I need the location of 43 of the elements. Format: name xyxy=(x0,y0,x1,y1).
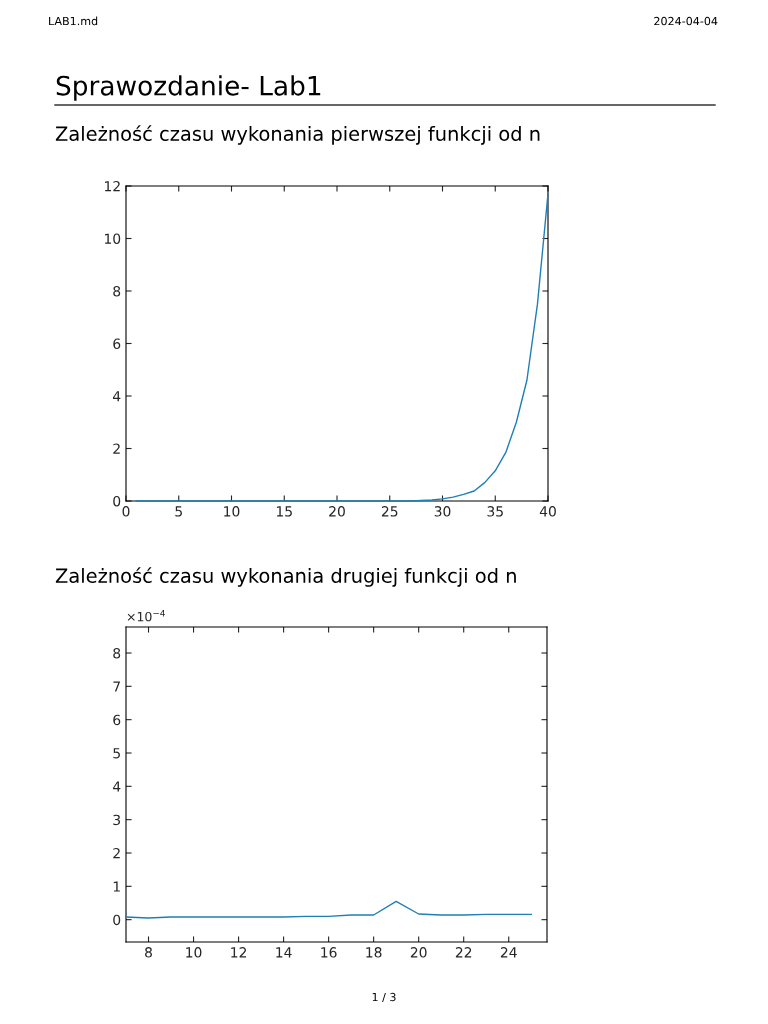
y-tick-label: 3 xyxy=(113,814,121,826)
x-tick-label: 35 xyxy=(487,506,503,517)
x-tick-label: 5 xyxy=(175,506,182,517)
text: ×10$^{−4}$ xyxy=(127,610,165,622)
x-tick-label: 10 xyxy=(224,506,240,517)
y-tick-label: 1 xyxy=(113,881,120,892)
x-tick-label: 20 xyxy=(410,947,427,958)
x-tick-label: 22 xyxy=(455,947,472,958)
x-tick-label: 8 xyxy=(145,947,152,958)
x-tick-label: 24 xyxy=(500,947,517,958)
x-tick-label: 12 xyxy=(231,947,247,958)
x-tick-label: 14 xyxy=(276,947,292,958)
y-tick-label: 6 xyxy=(113,338,121,349)
text: 2024-04-04 xyxy=(654,16,718,26)
x-tick-label: 10 xyxy=(186,947,202,958)
x-tick-label: 40 xyxy=(539,506,556,517)
chart-title: Zależność czasu wykonania pierwszej funkcji od n xyxy=(55,125,540,145)
x-tick-label: 15 xyxy=(276,506,292,517)
y-tick-label: 0 xyxy=(113,495,121,507)
y-tick-label: 5 xyxy=(113,748,120,759)
y-tick-label: 12 xyxy=(104,180,120,192)
text: LAB1.md xyxy=(49,16,98,26)
y-tick-label: 6 xyxy=(113,714,121,726)
text: Sprawozdanie- Lab1 xyxy=(56,75,321,101)
y-tick-label: 4 xyxy=(112,391,121,402)
y-tick-label: 2 xyxy=(113,847,120,859)
y-tick-label: 8 xyxy=(113,647,121,659)
text: 1 / 3 xyxy=(372,992,396,1003)
x-tick-label: 18 xyxy=(366,947,382,958)
x-tick-label: 0 xyxy=(122,506,130,517)
x-tick-label: 25 xyxy=(381,506,398,517)
y-tick-label: 2 xyxy=(113,443,120,454)
x-tick-label: 20 xyxy=(329,506,345,517)
y-tick-label: 10 xyxy=(104,233,121,244)
x-tick-label: 30 xyxy=(434,506,451,517)
line-series xyxy=(125,900,532,919)
line-series xyxy=(135,193,549,502)
y-tick-label: 7 xyxy=(113,681,120,692)
chart-title: Zależność czasu wykonania drugiej funkcji od n xyxy=(55,567,516,587)
x-tick-label: 16 xyxy=(321,947,337,958)
y-tick-label: 8 xyxy=(113,285,121,297)
y-tick-label: 4 xyxy=(112,781,121,792)
y-tick-label: 0 xyxy=(113,914,121,926)
